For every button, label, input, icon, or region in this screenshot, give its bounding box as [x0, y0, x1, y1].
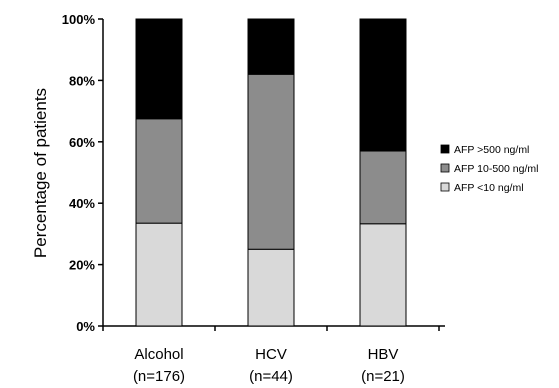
y-tick-label: 40%: [69, 196, 95, 211]
y-tick-label: 100%: [62, 12, 96, 27]
legend-swatch: [440, 144, 450, 154]
legend-label: AFP <10 ng/ml: [454, 182, 524, 194]
bar-segment-low: [135, 222, 183, 327]
legend-label: AFP 10-500 ng/ml: [454, 163, 538, 175]
x-tick-label: HBV (n=21): [361, 346, 405, 385]
bars: [135, 18, 407, 327]
y-tick-label: 60%: [69, 135, 95, 150]
bar-segment-low: [359, 223, 407, 327]
legend: AFP >500 ng/ml AFP 10-500 ng/ml AFP <10 ng…: [440, 144, 538, 194]
bar-segment-mid: [247, 73, 295, 250]
bar-segment-high: [135, 18, 183, 120]
legend-label: AFP >500 ng/ml: [454, 144, 529, 156]
legend-swatch: [440, 163, 450, 173]
ticks: 0% 20% 40% 60% 80% 100% Alcohol (n=176) HCV (n=44…: [62, 12, 440, 385]
bar-segment-mid: [359, 150, 407, 225]
bar-segment-low: [247, 248, 295, 327]
y-tick-label: 20%: [69, 258, 95, 273]
y-tick-label: 80%: [69, 73, 95, 88]
x-tick-label: HCV (n=44): [249, 346, 293, 385]
bar-segment-mid: [135, 118, 183, 224]
legend-swatch: [440, 182, 450, 192]
y-tick-label: 0%: [76, 319, 95, 334]
bar-segment-high: [359, 18, 407, 152]
y-axis-label: Percentage of patients: [31, 88, 50, 258]
bar-segment-high: [247, 18, 295, 75]
x-tick-label: Alcohol (n=176): [133, 346, 185, 385]
